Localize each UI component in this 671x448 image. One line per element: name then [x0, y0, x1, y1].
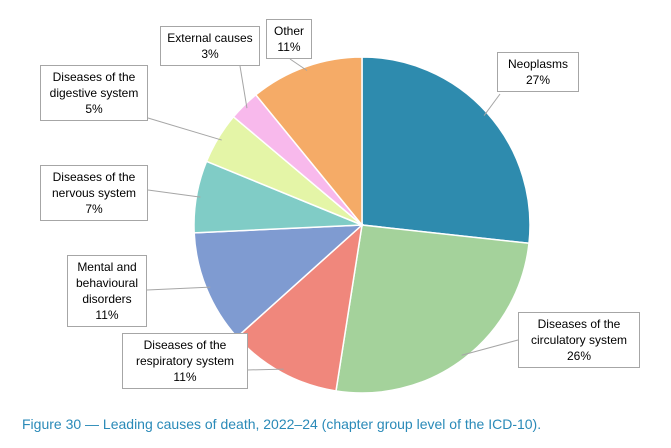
category-name: Neoplasms — [507, 57, 569, 71]
data-label: External causes 3% — [160, 26, 260, 66]
value-label: 11% — [277, 40, 301, 54]
category-name: Mental and behavioural disorders — [75, 260, 139, 306]
value-label: 11% — [173, 370, 197, 384]
data-label: Neoplasms 27% — [497, 52, 579, 92]
leader-line — [147, 117, 222, 141]
data-label: Diseases of the digestive system 5% — [40, 65, 148, 121]
category-name: Diseases of the nervous system — [51, 170, 137, 200]
pie-slice — [361, 56, 531, 245]
category-name: Diseases of the circulatory system — [530, 317, 628, 347]
data-label: Other 11% — [266, 19, 312, 59]
leader-line — [289, 58, 308, 71]
value-label: 7% — [85, 202, 103, 216]
pie-slice — [254, 56, 363, 228]
value-label: 26% — [566, 349, 592, 363]
leader-line — [147, 189, 201, 198]
category-name: Other — [273, 24, 304, 38]
value-label: 5% — [85, 102, 103, 116]
caption: Figure 30 — Leading causes of death, 202… — [22, 416, 542, 432]
leader-line — [246, 368, 284, 371]
data-label: Diseases of the respiratory system 11% — [122, 333, 248, 389]
leader-line — [461, 339, 519, 356]
pie-slice — [335, 224, 530, 394]
category-name: Diseases of the respiratory system — [135, 338, 235, 368]
category-name: External causes — [167, 31, 253, 45]
data-label: Diseases of the nervous system 7% — [40, 165, 148, 221]
data-label: Mental and behavioural disorders 11% — [67, 255, 147, 327]
data-label: Diseases of the circulatory system 26% — [518, 312, 640, 368]
leader-line — [239, 65, 248, 109]
leader-line — [483, 93, 501, 116]
value-label: 27% — [525, 73, 551, 87]
category-name: Diseases of the digestive system — [49, 70, 139, 100]
leader-line — [146, 286, 211, 291]
value-label: 3% — [201, 47, 219, 61]
value-label: 11% — [95, 308, 119, 322]
